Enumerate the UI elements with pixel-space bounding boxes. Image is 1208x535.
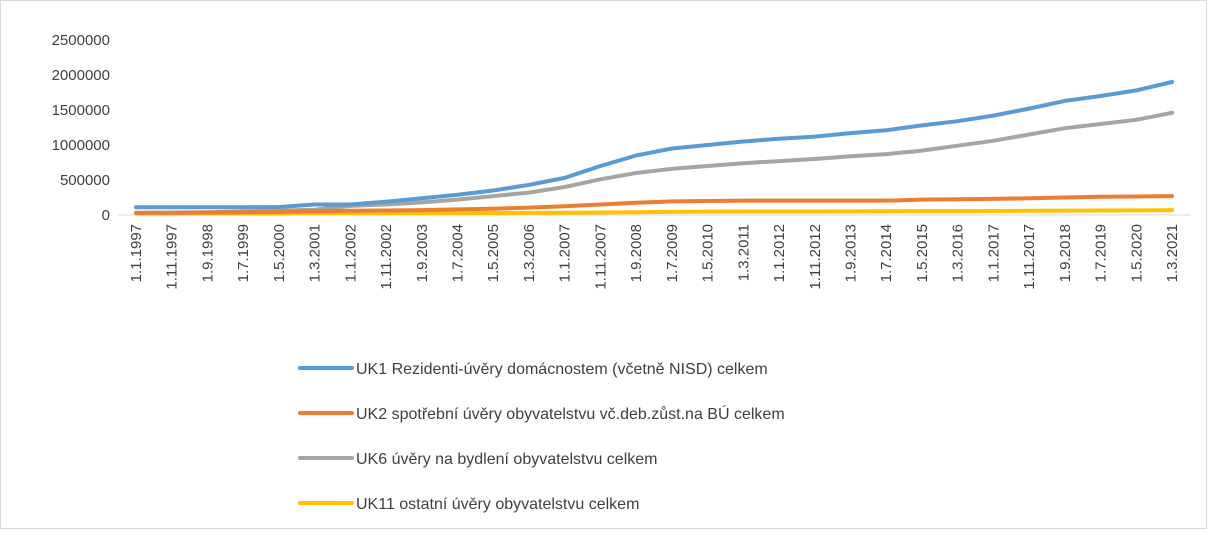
y-tick-label: 2500000 xyxy=(52,32,110,49)
x-tick-label: 1.9.2013 xyxy=(842,224,859,282)
series-line xyxy=(134,208,1174,216)
y-tick-label: 0 xyxy=(102,207,110,224)
y-tick-label: 2000000 xyxy=(52,67,110,84)
x-tick-label: 1.3.2006 xyxy=(521,224,538,282)
x-tick-label: 1.5.2000 xyxy=(271,224,288,282)
y-tick-label: 1500000 xyxy=(52,102,110,119)
x-tick-label: 1.1.2007 xyxy=(557,224,574,282)
x-tick-label: 1.9.2018 xyxy=(1057,224,1074,282)
x-tick-label: 1.9.1998 xyxy=(199,224,216,282)
x-tick-label: 1.7.2014 xyxy=(878,224,895,282)
x-tick-label: 1.11.2012 xyxy=(807,224,824,290)
x-tick-label: 1.7.2009 xyxy=(664,224,681,282)
x-tick-label: 1.1.2002 xyxy=(342,224,359,282)
x-tick-label: 1.3.2001 xyxy=(307,224,324,282)
legend-label: UK1 Rezidenti-úvěry domácnostem (včetně … xyxy=(356,361,768,378)
series-line xyxy=(134,80,1174,210)
x-tick-label: 1.1.2012 xyxy=(771,224,788,282)
legend-label: UK2 spotřební úvěry obyvatelstvu vč.deb.… xyxy=(356,404,785,423)
legend-label: UK11 ostatní úvěry obyvatelstvu celkem xyxy=(356,496,639,513)
x-tick-label: 1.7.2004 xyxy=(450,224,467,282)
x-tick-label: 1.9.2008 xyxy=(628,224,645,282)
x-tick-label: 1.5.2005 xyxy=(485,224,502,282)
legend-label: UK6 úvěry na bydlení obyvatelstvu celkem xyxy=(356,451,657,468)
x-tick-label: 1.11.1997 xyxy=(164,224,181,290)
x-tick-label: 1.5.2020 xyxy=(1128,224,1145,282)
y-tick-label: 500000 xyxy=(60,172,110,189)
x-tick-label: 1.5.2015 xyxy=(914,224,931,282)
x-tick-label: 1.7.1999 xyxy=(235,224,252,282)
x-tick-label: 1.11.2007 xyxy=(592,224,609,290)
series-line xyxy=(134,194,1174,215)
y-tick-label: 1000000 xyxy=(52,137,110,154)
x-tick-label: 1.1.1997 xyxy=(128,224,145,282)
x-tick-label: 1.5.2010 xyxy=(700,224,717,282)
x-tick-label: 1.3.2021 xyxy=(1164,224,1181,282)
x-tick-label: 1.1.2017 xyxy=(985,224,1002,282)
x-tick-label: 1.7.2019 xyxy=(1093,224,1110,282)
x-tick-label: 1.11.2017 xyxy=(1021,224,1038,290)
x-tick-label: 1.9.2003 xyxy=(414,224,431,282)
x-tick-label: 1.3.2011 xyxy=(735,224,752,281)
x-tick-label: 1.11.2002 xyxy=(378,224,395,290)
x-tick-label: 1.3.2016 xyxy=(950,224,967,282)
